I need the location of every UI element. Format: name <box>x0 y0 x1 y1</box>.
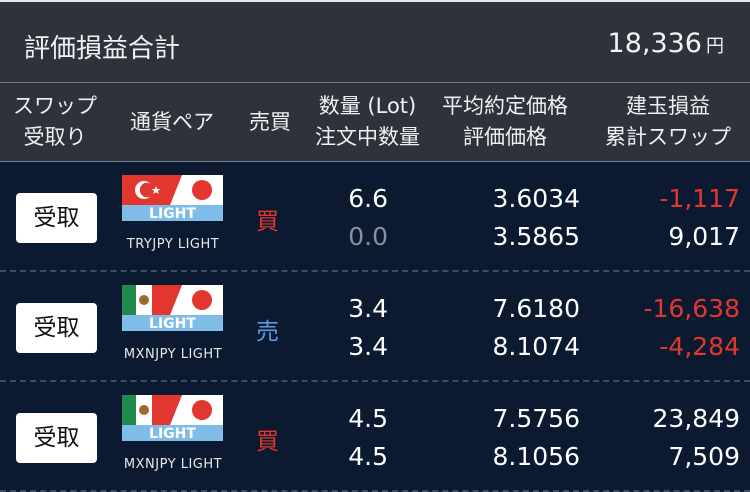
summary-label: 評価損益合計 <box>24 34 181 64</box>
eval-price: 8.1056 <box>492 442 580 471</box>
svg-text:LIGHT: LIGHT <box>149 206 196 221</box>
position-row[interactable]: 受取 LIGHT MXNJPY LIGHT 売 3.4 3.4 7.6180 8… <box>0 272 750 382</box>
summary-bar: 評価損益合計 18,336 円 <box>0 0 750 82</box>
currency-flag-icon: LIGHT <box>122 175 223 221</box>
svg-text:LIGHT: LIGHT <box>149 316 196 331</box>
summary-value: 18,336 円 <box>608 28 724 59</box>
total-pl: 18,336 <box>607 28 702 59</box>
currency-flag-icon: LIGHT <box>122 285 223 331</box>
table-header: スワップ 受取り 通貨ペア 売買 数量 (Lot) 注文中数量 平均約定価格 評価価格… <box>0 82 750 162</box>
header-swap: スワップ 受取り <box>13 94 97 149</box>
avg-price: 7.6180 <box>492 294 580 323</box>
pending-quantity: 0.0 <box>348 222 388 251</box>
currency-flag-icon: LIGHT <box>122 395 223 441</box>
pending-quantity: 4.5 <box>348 442 388 471</box>
avg-price: 3.6034 <box>492 184 580 213</box>
header-side: 売買 <box>249 110 291 134</box>
cumulative-swap: 9,017 <box>668 222 740 251</box>
pair-name: MXNJPY LIGHT <box>123 457 223 472</box>
quantity: 6.6 <box>348 184 388 213</box>
side-label: 売 <box>256 319 279 345</box>
position-pl: 23,849 <box>652 404 740 433</box>
header-qty: 数量 (Lot) 注文中数量 <box>315 94 420 149</box>
pair-name: MXNJPY LIGHT <box>123 347 223 362</box>
svg-text:LIGHT: LIGHT <box>149 426 196 441</box>
receive-swap-button[interactable]: 受取 <box>16 303 97 353</box>
position-pl: -16,638 <box>643 294 741 323</box>
quantity: 3.4 <box>348 294 388 323</box>
position-row[interactable]: 受取 LIGHT TRYJPY LIGHT 買 6.6 0.0 3.6034 3… <box>0 162 750 272</box>
eval-price: 8.1074 <box>492 332 580 361</box>
side-label: 買 <box>256 429 279 455</box>
side-label: 買 <box>256 209 279 235</box>
header-pair: 通貨ペア <box>130 110 214 134</box>
currency-unit: 円 <box>706 36 724 57</box>
cumulative-swap: 7,509 <box>668 442 740 471</box>
header-price: 平均約定価格 評価価格 <box>442 94 568 149</box>
receive-swap-button[interactable]: 受取 <box>16 413 97 463</box>
quantity: 4.5 <box>348 404 388 433</box>
eval-price: 3.5865 <box>492 222 580 251</box>
position-pl: -1,117 <box>659 184 740 213</box>
header-pl: 建玉損益 累計スワップ <box>605 94 731 149</box>
cumulative-swap: -4,284 <box>659 332 740 361</box>
pending-quantity: 3.4 <box>348 332 388 361</box>
position-row[interactable]: 受取 LIGHT MXNJPY LIGHT 買 4.5 4.5 7.5756 8… <box>0 382 750 492</box>
pair-name: TRYJPY LIGHT <box>126 237 220 252</box>
avg-price: 7.5756 <box>492 404 580 433</box>
receive-swap-button[interactable]: 受取 <box>16 193 97 243</box>
